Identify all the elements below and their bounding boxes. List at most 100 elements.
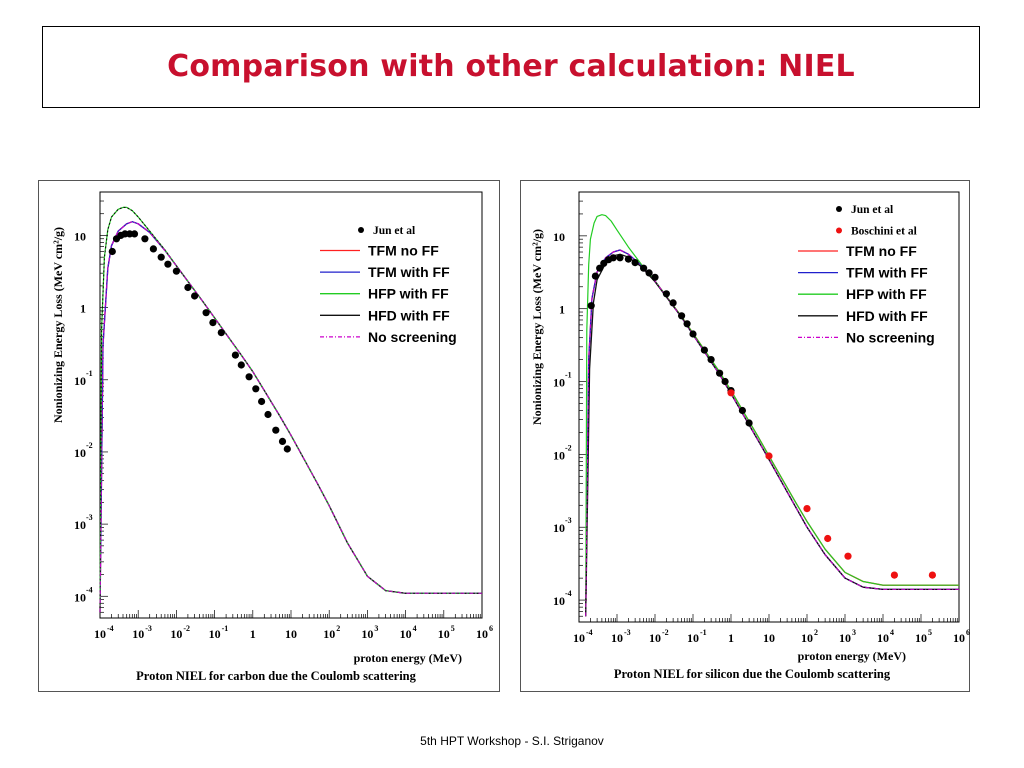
x-tick-exponent: -1 bbox=[700, 628, 707, 637]
legend-item: TFM with FF bbox=[320, 264, 450, 280]
x-tick-label: 10 bbox=[323, 627, 335, 641]
y-tick-label: 10 bbox=[74, 229, 86, 243]
x-tick-exponent: 2 bbox=[814, 628, 818, 637]
data-point bbox=[202, 309, 210, 317]
x-tick-label: 1 bbox=[728, 631, 734, 645]
x-tick-label: 10 bbox=[649, 631, 661, 645]
x-tick-exponent: 2 bbox=[336, 624, 340, 633]
data-point bbox=[824, 534, 832, 543]
y-tick-exponent: -1 bbox=[86, 369, 93, 378]
x-tick-label: 10 bbox=[170, 627, 182, 641]
data-point bbox=[745, 419, 753, 427]
y-tick-exponent: -2 bbox=[565, 443, 572, 452]
y-tick-label: 10 bbox=[553, 594, 565, 608]
data-point bbox=[596, 264, 604, 272]
x-tick-exponent: -3 bbox=[145, 624, 152, 633]
legend-item: Boschini et al bbox=[836, 226, 917, 238]
legend-label: TFM with FF bbox=[846, 265, 928, 281]
data-point bbox=[844, 552, 852, 560]
legend-label: No screening bbox=[368, 329, 457, 345]
legend-label: HFD with FF bbox=[846, 308, 928, 324]
legend-item: HFP with FF bbox=[320, 286, 449, 302]
legend-item: TFM no FF bbox=[798, 243, 917, 259]
chart-caption: Proton NIEL for carbon due the Coulomb s… bbox=[136, 669, 416, 683]
x-tick-exponent: -4 bbox=[107, 624, 114, 633]
data-point bbox=[231, 351, 239, 359]
legend-label: HFP with FF bbox=[846, 286, 927, 302]
chart-frame bbox=[38, 180, 500, 692]
data-point bbox=[164, 260, 172, 268]
data-point bbox=[108, 247, 116, 256]
x-tick-label: 10 bbox=[285, 627, 297, 641]
y-tick-exponent: -4 bbox=[86, 585, 93, 594]
legend-item: TFM no FF bbox=[320, 243, 439, 259]
data-point bbox=[252, 385, 260, 393]
x-tick-label: 10 bbox=[132, 627, 144, 641]
x-tick-label: 10 bbox=[953, 631, 965, 645]
legend-item: HFD with FF bbox=[798, 308, 928, 324]
data-point bbox=[130, 230, 139, 238]
series-line-no-screening bbox=[99, 221, 482, 613]
x-tick-label: 10 bbox=[573, 631, 585, 645]
points-jun-et-al bbox=[108, 230, 291, 453]
title-box: Comparison with other calculation: NIEL bbox=[42, 26, 980, 108]
data-point bbox=[283, 445, 291, 453]
legend-item: TFM with FF bbox=[798, 265, 928, 281]
x-tick-label: 10 bbox=[476, 627, 488, 641]
data-point bbox=[640, 264, 648, 272]
y-tick-exponent: -3 bbox=[86, 513, 93, 522]
legend-item: No screening bbox=[798, 329, 935, 345]
legend-label: TFM no FF bbox=[368, 243, 439, 259]
chart-caption: Proton NIEL for silicon due the Coulomb … bbox=[614, 667, 891, 681]
data-point bbox=[645, 269, 653, 277]
y-tick-label: 10 bbox=[553, 521, 565, 535]
x-tick-label: 10 bbox=[877, 631, 889, 645]
x-tick-label: 10 bbox=[361, 627, 373, 641]
data-point bbox=[765, 452, 773, 460]
y-tick-label: 10 bbox=[553, 376, 565, 390]
y-tick-exponent: -1 bbox=[565, 371, 572, 380]
data-point bbox=[587, 302, 595, 310]
series-line-no-screening bbox=[585, 249, 959, 617]
x-minor-ticks bbox=[99, 610, 481, 618]
data-point bbox=[721, 377, 729, 386]
legend-item: No screening bbox=[320, 329, 457, 345]
x-tick-label: 10 bbox=[438, 627, 450, 641]
y-tick-label: 10 bbox=[553, 230, 565, 244]
y-tick-label: 10 bbox=[553, 448, 565, 462]
data-point bbox=[237, 361, 245, 369]
legend-item: HFD with FF bbox=[320, 307, 450, 323]
data-point bbox=[184, 283, 192, 292]
legend-item: HFP with FF bbox=[798, 286, 927, 302]
x-tick-exponent: 4 bbox=[890, 628, 894, 637]
y-tick-label: 1 bbox=[80, 302, 86, 316]
y-tick-label: 10 bbox=[74, 446, 86, 460]
slide-title: Comparison with other calculation: NIEL bbox=[167, 48, 855, 84]
x-tick-exponent: 6 bbox=[489, 624, 493, 633]
x-tick-label: 10 bbox=[763, 631, 775, 645]
chart-frame bbox=[520, 180, 970, 692]
y-axis-title: Nonionizing Energy Loss (MeV cm²/g) bbox=[51, 227, 65, 423]
y-axis-title: Nonionizing Energy Loss (MeV cm²/g) bbox=[530, 229, 544, 425]
data-point bbox=[172, 267, 180, 275]
y-tick-exponent: -2 bbox=[86, 441, 93, 450]
x-tick-label: 1 bbox=[250, 627, 256, 641]
data-point bbox=[141, 235, 149, 243]
chart-silicon: 10 -4 10 -3 10 -2 10 -1 1 10 10 2 10 3 10 4 10 5 10 610110-… bbox=[520, 180, 970, 692]
data-point bbox=[727, 389, 735, 397]
legend-label: Jun et al bbox=[373, 225, 415, 237]
data-point bbox=[651, 273, 659, 281]
y-tick-label: 10 bbox=[74, 590, 86, 604]
x-tick-exponent: 5 bbox=[928, 628, 932, 637]
data-point bbox=[191, 292, 199, 300]
chart-carbon: 10 -4 10 -3 10 -2 10 -1 1 10 10 2 10 3 10 4 10 5 10 610110-… bbox=[38, 180, 500, 692]
x-tick-exponent: -2 bbox=[183, 624, 190, 633]
y-tick-label: 10 bbox=[74, 518, 86, 532]
legend-label: Jun et al bbox=[851, 204, 893, 216]
x-tick-exponent: -3 bbox=[624, 628, 631, 637]
legend-item: Jun et al bbox=[836, 204, 893, 216]
y-tick-exponent: -3 bbox=[565, 516, 572, 525]
data-point bbox=[689, 330, 697, 338]
data-point bbox=[928, 571, 936, 579]
x-axis-title: proton energy (MeV) bbox=[354, 651, 462, 665]
